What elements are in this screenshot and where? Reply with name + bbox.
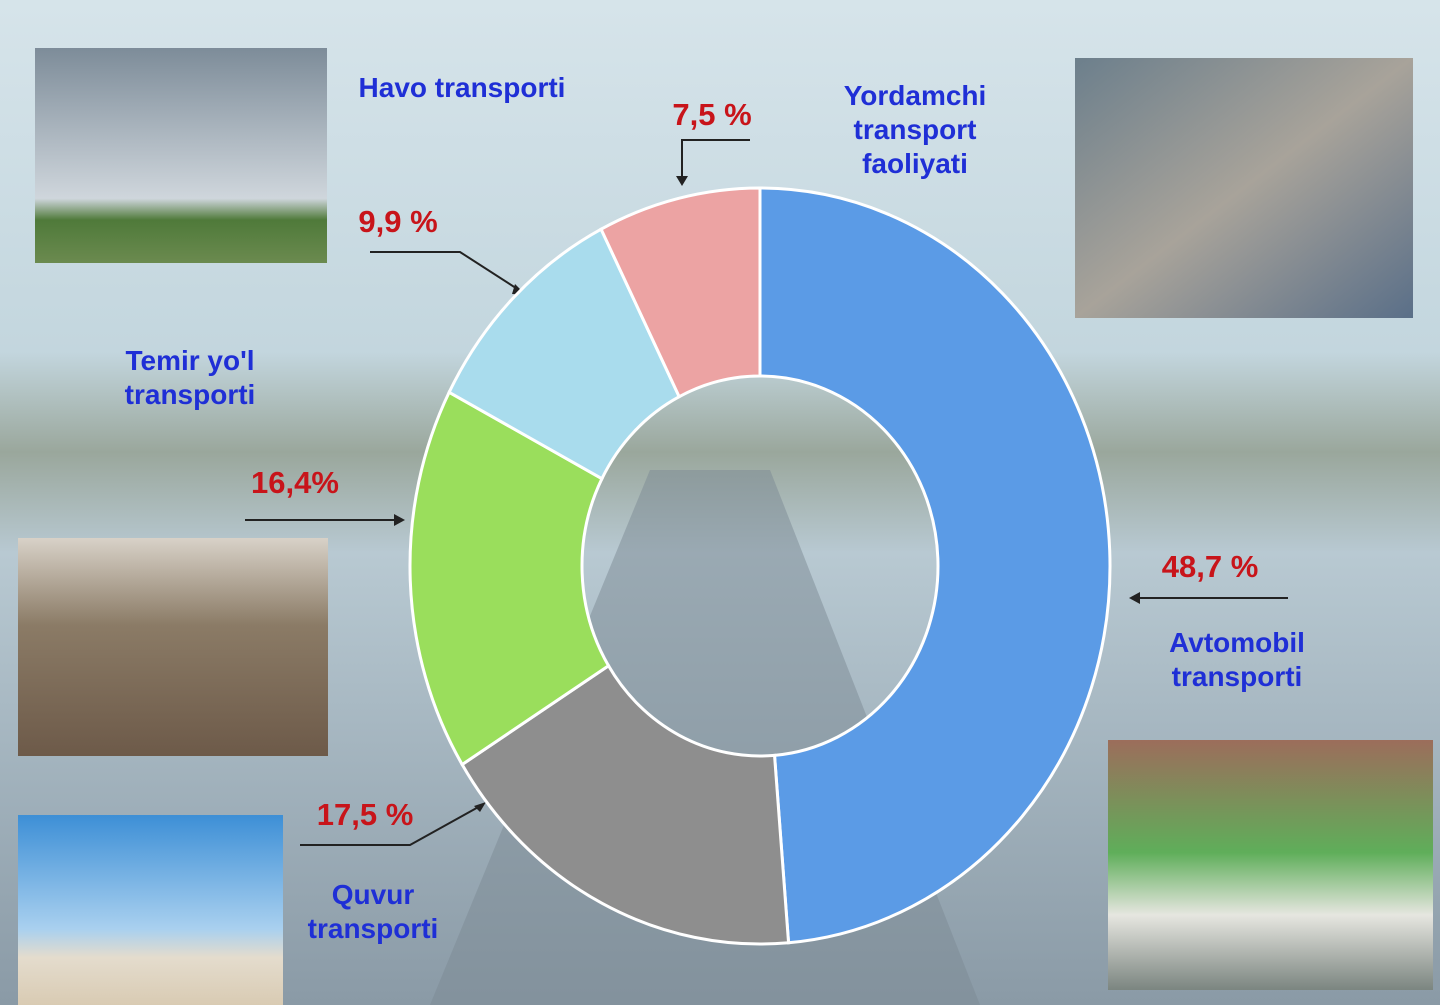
value-label: 9,9 %	[358, 204, 437, 240]
value-label: 17,5 %	[317, 797, 414, 833]
category-label: Yordamchi transport faoliyati	[844, 79, 987, 181]
photo-train	[18, 538, 328, 756]
value-label: 16,4%	[251, 465, 339, 501]
category-label: Havo transporti	[359, 71, 566, 105]
photo-pipe	[18, 815, 283, 1005]
value-label: 7,5 %	[672, 97, 751, 133]
category-label: Temir yo'l transporti	[125, 344, 256, 412]
category-label: Avtomobil transporti	[1169, 626, 1305, 694]
photo-stations	[1075, 58, 1413, 318]
chart	[0, 0, 1440, 1005]
value-label: 48,7 %	[1162, 549, 1259, 585]
infographic: 48,7 % Avtomobil transporti 17,5 % Quvur tr…	[0, 0, 1440, 1005]
category-label: Quvur transporti	[308, 878, 439, 946]
photo-bus	[1108, 740, 1433, 990]
photo-plane	[35, 48, 327, 263]
